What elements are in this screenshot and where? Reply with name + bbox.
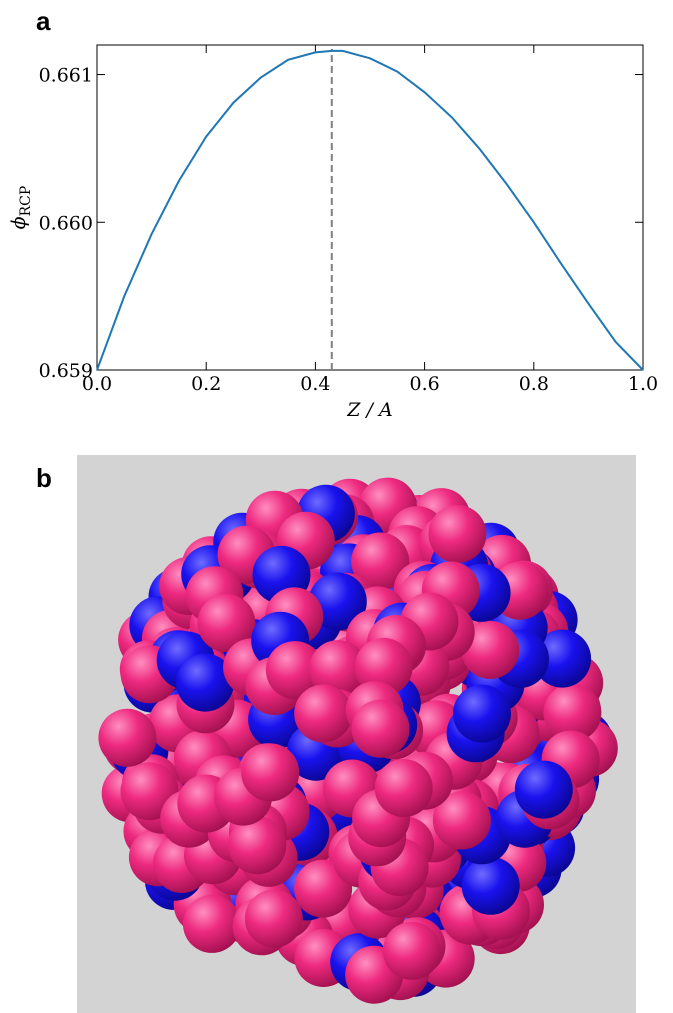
x-tick-label: 1.0 xyxy=(628,373,658,395)
y-tick-label: 0.660 xyxy=(39,212,93,234)
y-axis-subscript: RCP xyxy=(18,186,34,217)
sphere xyxy=(514,760,573,819)
x-axis-label: Z / A xyxy=(346,399,392,421)
sphere xyxy=(432,791,491,850)
plot-frame xyxy=(96,44,644,371)
sphere xyxy=(374,759,433,818)
sphere xyxy=(351,699,410,758)
sphere xyxy=(453,684,511,743)
y-tick-label: 0.661 xyxy=(39,65,93,87)
sphere xyxy=(308,572,367,631)
sphere xyxy=(354,637,413,696)
sphere xyxy=(244,889,303,948)
x-tick-label: 0.2 xyxy=(191,373,221,395)
sphere xyxy=(228,816,287,875)
sphere xyxy=(428,505,487,563)
sphere xyxy=(241,743,300,802)
sphere xyxy=(533,629,592,688)
y-axis-symbol: ϕ xyxy=(8,216,30,229)
y-tick-label: 0.659 xyxy=(39,360,93,382)
sphere xyxy=(176,653,235,712)
sphere xyxy=(461,856,520,915)
sphere xyxy=(543,683,602,742)
sphere xyxy=(351,532,410,591)
x-tick-label: 0.6 xyxy=(409,373,439,395)
x-tick-label: 0.4 xyxy=(300,373,330,395)
sphere xyxy=(98,708,157,767)
sphere xyxy=(382,921,441,980)
sphere xyxy=(294,684,353,743)
y-axis-label: ϕRCP xyxy=(8,186,34,230)
sphere xyxy=(182,894,241,953)
sphere xyxy=(309,640,368,699)
panel-label: b xyxy=(36,463,52,493)
sphere-packing-render xyxy=(98,477,618,1004)
panel-label: a xyxy=(36,6,51,36)
data-line xyxy=(96,49,644,371)
x-tick-label: 0.0 xyxy=(82,373,112,395)
sphere xyxy=(265,641,324,700)
sphere xyxy=(461,621,520,679)
x-tick-label: 0.8 xyxy=(519,373,549,395)
sphere xyxy=(197,594,256,652)
